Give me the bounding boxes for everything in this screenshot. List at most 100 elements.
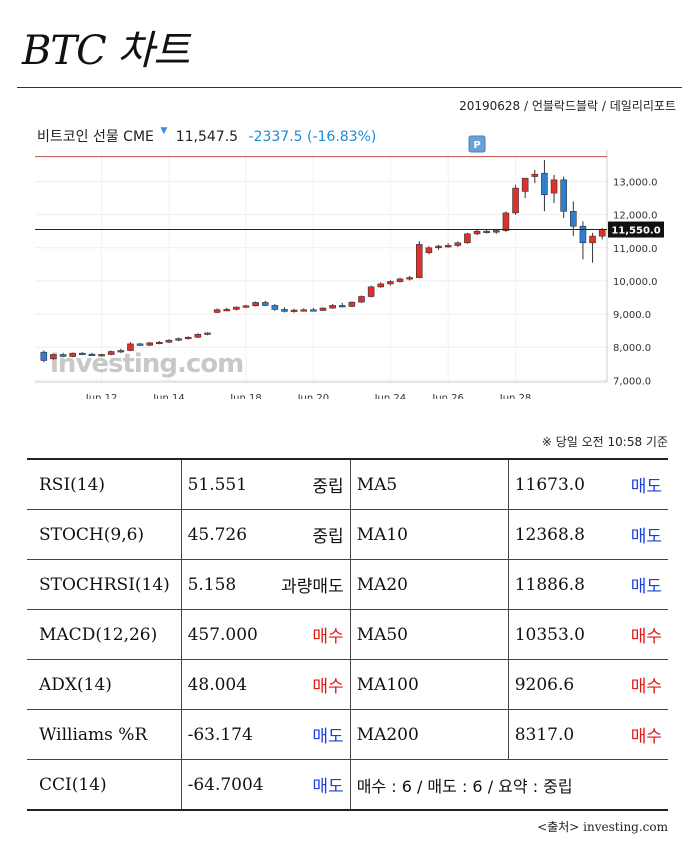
investing-watermark: investing.com (50, 349, 243, 379)
candle (550, 174, 558, 204)
candle-body (290, 309, 298, 312)
ma-value: 11886.8 (514, 574, 586, 595)
candle (358, 295, 365, 303)
ma-value: 10353.0 (514, 624, 586, 645)
candle-body (233, 306, 240, 310)
candle-body (521, 177, 529, 192)
oscillator-cell: 51.551 중립 (180, 458, 351, 510)
candle (290, 308, 298, 313)
ma-signal: 매수 (630, 677, 662, 697)
candle (367, 285, 375, 298)
candle-body (550, 179, 558, 194)
ma-cell: 8317.0 매수 (507, 709, 668, 760)
candle-body (194, 333, 202, 338)
y-tick-label: 9,000.0 (613, 310, 651, 321)
candle (387, 280, 394, 286)
x-tick-label: Jun 18 (229, 393, 262, 399)
candle-body (396, 278, 404, 282)
indicator-row: CCI(14) -64.7004 매도 매수 : 6 / 매도 : 6 / 요약 : … (27, 759, 668, 811)
ma-name: MA20 (349, 559, 509, 610)
candle-body (69, 352, 76, 357)
candle-body (310, 309, 317, 312)
x-tick-label: Jun 20 (297, 393, 330, 399)
candle-body (502, 212, 510, 231)
candle-body (117, 350, 125, 353)
candle (377, 282, 385, 288)
candle (184, 336, 192, 340)
candle-body (598, 229, 606, 237)
last-price: 11,547.5 (175, 129, 239, 145)
candle (415, 241, 423, 279)
candle (233, 306, 240, 311)
x-tick-label: Jun 12 (85, 393, 118, 399)
candle-body (204, 332, 211, 335)
ma-value: 11673.0 (514, 474, 586, 495)
oscillator-value: 457.000 (187, 624, 258, 645)
y-tick-label: 7,000.0 (613, 376, 651, 387)
candle (165, 339, 173, 343)
candle (348, 301, 356, 308)
title-divider (17, 87, 682, 88)
candle (261, 300, 269, 307)
ma-signal: 매도 (630, 477, 662, 497)
candle-body (165, 339, 173, 343)
candle (194, 333, 202, 338)
oscillator-name: STOCH(9,6) (27, 509, 182, 560)
candle-body (213, 309, 221, 313)
candle-body (156, 341, 163, 345)
oscillator-value: 51.551 (187, 474, 248, 495)
oscillator-signal: 매수 (312, 677, 344, 697)
candle (223, 307, 231, 312)
instrument-name: 비트코인 선물 CME (37, 129, 154, 145)
ma-value: 8317.0 (514, 724, 575, 745)
y-tick-label: 12,000.0 (613, 211, 658, 222)
ma-cell: 11886.8 매도 (507, 559, 668, 610)
ma-cell: 9206.6 매수 (507, 659, 668, 710)
oscillator-value: 5.158 (187, 574, 237, 595)
current-price-label: 11,550.0 (611, 226, 660, 237)
candle-body (589, 235, 596, 244)
ma-signal: 매도 (630, 527, 662, 547)
candle (40, 350, 48, 363)
y-tick-label: 8,000.0 (613, 343, 651, 354)
candle (454, 241, 462, 248)
candle (406, 275, 413, 281)
candle-body (88, 353, 96, 356)
candle (213, 308, 221, 314)
oscillator-name: Williams %R (27, 709, 182, 760)
candle (271, 304, 279, 311)
current-price-tag (608, 221, 664, 238)
x-tick-label: Jun 28 (499, 393, 532, 399)
candle-body (136, 343, 144, 346)
ma-name: MA50 (349, 609, 509, 660)
candle (329, 304, 336, 309)
oscillator-name: CCI(14) (27, 759, 182, 811)
candlestick-chart: 13,000.0 12,000.0 11,000.0 10,000.0 9,000.0 8… (35, 135, 664, 399)
candle-body (531, 173, 539, 177)
ma-cell: 10353.0 매수 (507, 609, 668, 660)
candle (579, 221, 587, 260)
candle (570, 201, 577, 237)
candle (512, 184, 519, 215)
y-tick-label: 10,000.0 (613, 277, 658, 288)
candle (521, 177, 529, 199)
candle (156, 340, 163, 345)
candle (464, 232, 471, 244)
candle-body (570, 211, 577, 227)
oscillator-cell: 5.158 과량매도 (180, 559, 351, 610)
candle (146, 341, 153, 347)
ma-signal: 매수 (630, 727, 662, 747)
candle (175, 337, 182, 342)
candle (300, 308, 308, 312)
page-title: BTC 차트 (22, 28, 190, 74)
x-tick-label: Jun 14 (152, 393, 185, 399)
indicator-row: STOCH(9,6) 45.726 중립 MA10 12368.8 매도 (27, 509, 668, 560)
candle-body (223, 309, 231, 312)
oscillator-cell: 48.004 매수 (180, 659, 351, 710)
ma-value: 12368.8 (514, 524, 586, 545)
candle (50, 353, 57, 360)
oscillator-cell: -63.174 매도 (180, 709, 351, 760)
price-change: -2337.5 (-16.83%) (248, 129, 377, 145)
oscillator-name: ADX(14) (27, 659, 182, 710)
candle-body (473, 230, 481, 235)
